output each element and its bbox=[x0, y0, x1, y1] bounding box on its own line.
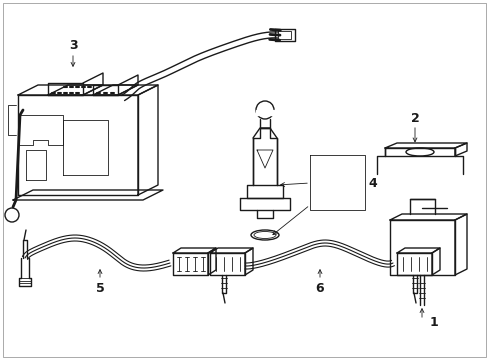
Polygon shape bbox=[384, 143, 466, 148]
Polygon shape bbox=[396, 253, 431, 275]
Text: 4: 4 bbox=[367, 176, 376, 189]
Text: 3: 3 bbox=[68, 39, 77, 51]
Polygon shape bbox=[93, 85, 138, 95]
Polygon shape bbox=[454, 214, 466, 275]
Polygon shape bbox=[209, 253, 244, 275]
Polygon shape bbox=[173, 248, 216, 253]
Polygon shape bbox=[240, 198, 289, 210]
Polygon shape bbox=[207, 248, 216, 275]
Polygon shape bbox=[138, 85, 158, 195]
Polygon shape bbox=[173, 253, 207, 275]
Text: 2: 2 bbox=[410, 112, 419, 125]
Polygon shape bbox=[396, 248, 439, 253]
Polygon shape bbox=[244, 248, 252, 275]
Text: 1: 1 bbox=[429, 316, 438, 329]
Polygon shape bbox=[389, 214, 466, 220]
Polygon shape bbox=[256, 110, 273, 115]
Polygon shape bbox=[252, 128, 276, 185]
Polygon shape bbox=[48, 85, 103, 95]
Polygon shape bbox=[431, 248, 439, 275]
Polygon shape bbox=[389, 220, 454, 275]
Polygon shape bbox=[246, 185, 283, 198]
Polygon shape bbox=[18, 85, 158, 95]
Text: 5: 5 bbox=[96, 282, 104, 294]
Polygon shape bbox=[454, 143, 466, 156]
Polygon shape bbox=[384, 148, 454, 156]
Polygon shape bbox=[13, 190, 163, 200]
Text: 6: 6 bbox=[315, 282, 324, 294]
Polygon shape bbox=[18, 95, 138, 195]
Polygon shape bbox=[209, 248, 252, 253]
